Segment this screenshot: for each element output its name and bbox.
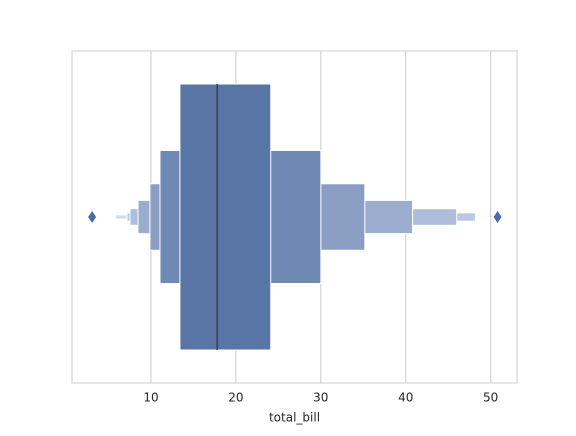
outlier xyxy=(493,211,502,223)
outlier xyxy=(88,211,97,223)
x-tick-label: 40 xyxy=(398,391,413,405)
letter-value-box xyxy=(179,83,272,351)
x-tick-label: 10 xyxy=(143,391,158,405)
x-tick-label: 50 xyxy=(483,391,498,405)
x-axis-label: total_bill xyxy=(269,411,320,425)
x-tick-label: 30 xyxy=(313,391,328,405)
x-tick-label: 20 xyxy=(228,391,243,405)
